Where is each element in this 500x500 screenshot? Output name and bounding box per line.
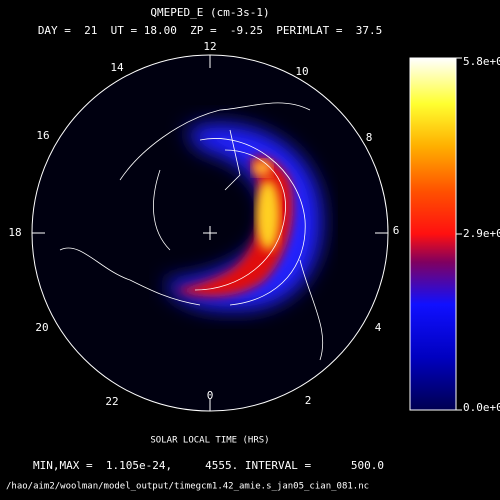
subtitle: DAY = 21 UT = 18.00 ZP = -9.25 PERIMLAT … [38,24,382,37]
hour-label: 6 [393,224,400,237]
colorbar-tick-label: 2.9e+03 [463,227,500,240]
file-path: /hao/aim2/woolman/model_output/timegcm1.… [6,482,369,492]
colorbar-tick-label: 5.8e+03 [463,55,500,68]
polar-field [31,54,389,412]
coastline [59,102,324,361]
contour [194,138,306,306]
hour-label: 20 [35,321,48,334]
hour-label: 14 [110,61,124,74]
hour-label: 18 [8,226,21,239]
colorbar-ticks: 5.8e+03 2.9e+03 0.0e+00 [456,55,500,414]
colorbar-tick-label: 0.0e+00 [463,401,500,414]
hour-label: 22 [105,395,118,408]
field-peak [256,180,280,250]
title: QMEPED_E (cm-3s-1) [150,6,269,19]
field-peak [252,160,272,176]
hour-label: 0 [207,389,214,402]
hour-label: 2 [305,394,312,407]
hour-label: 4 [375,321,382,334]
hour-label: 10 [295,65,308,78]
axis-label: SOLAR LOCAL TIME (HRS) [150,436,269,446]
pole-marker [203,226,217,240]
tick [32,55,388,411]
colorbar [409,57,457,411]
hour-labels: 12 14 10 16 8 18 6 20 4 22 2 0 [8,40,399,408]
hour-label: 16 [36,129,49,142]
hour-label: 8 [366,131,373,144]
stats: MIN,MAX = 1.105e-24, 4555. INTERVAL = 50… [33,459,384,472]
hour-label: 12 [203,40,216,53]
